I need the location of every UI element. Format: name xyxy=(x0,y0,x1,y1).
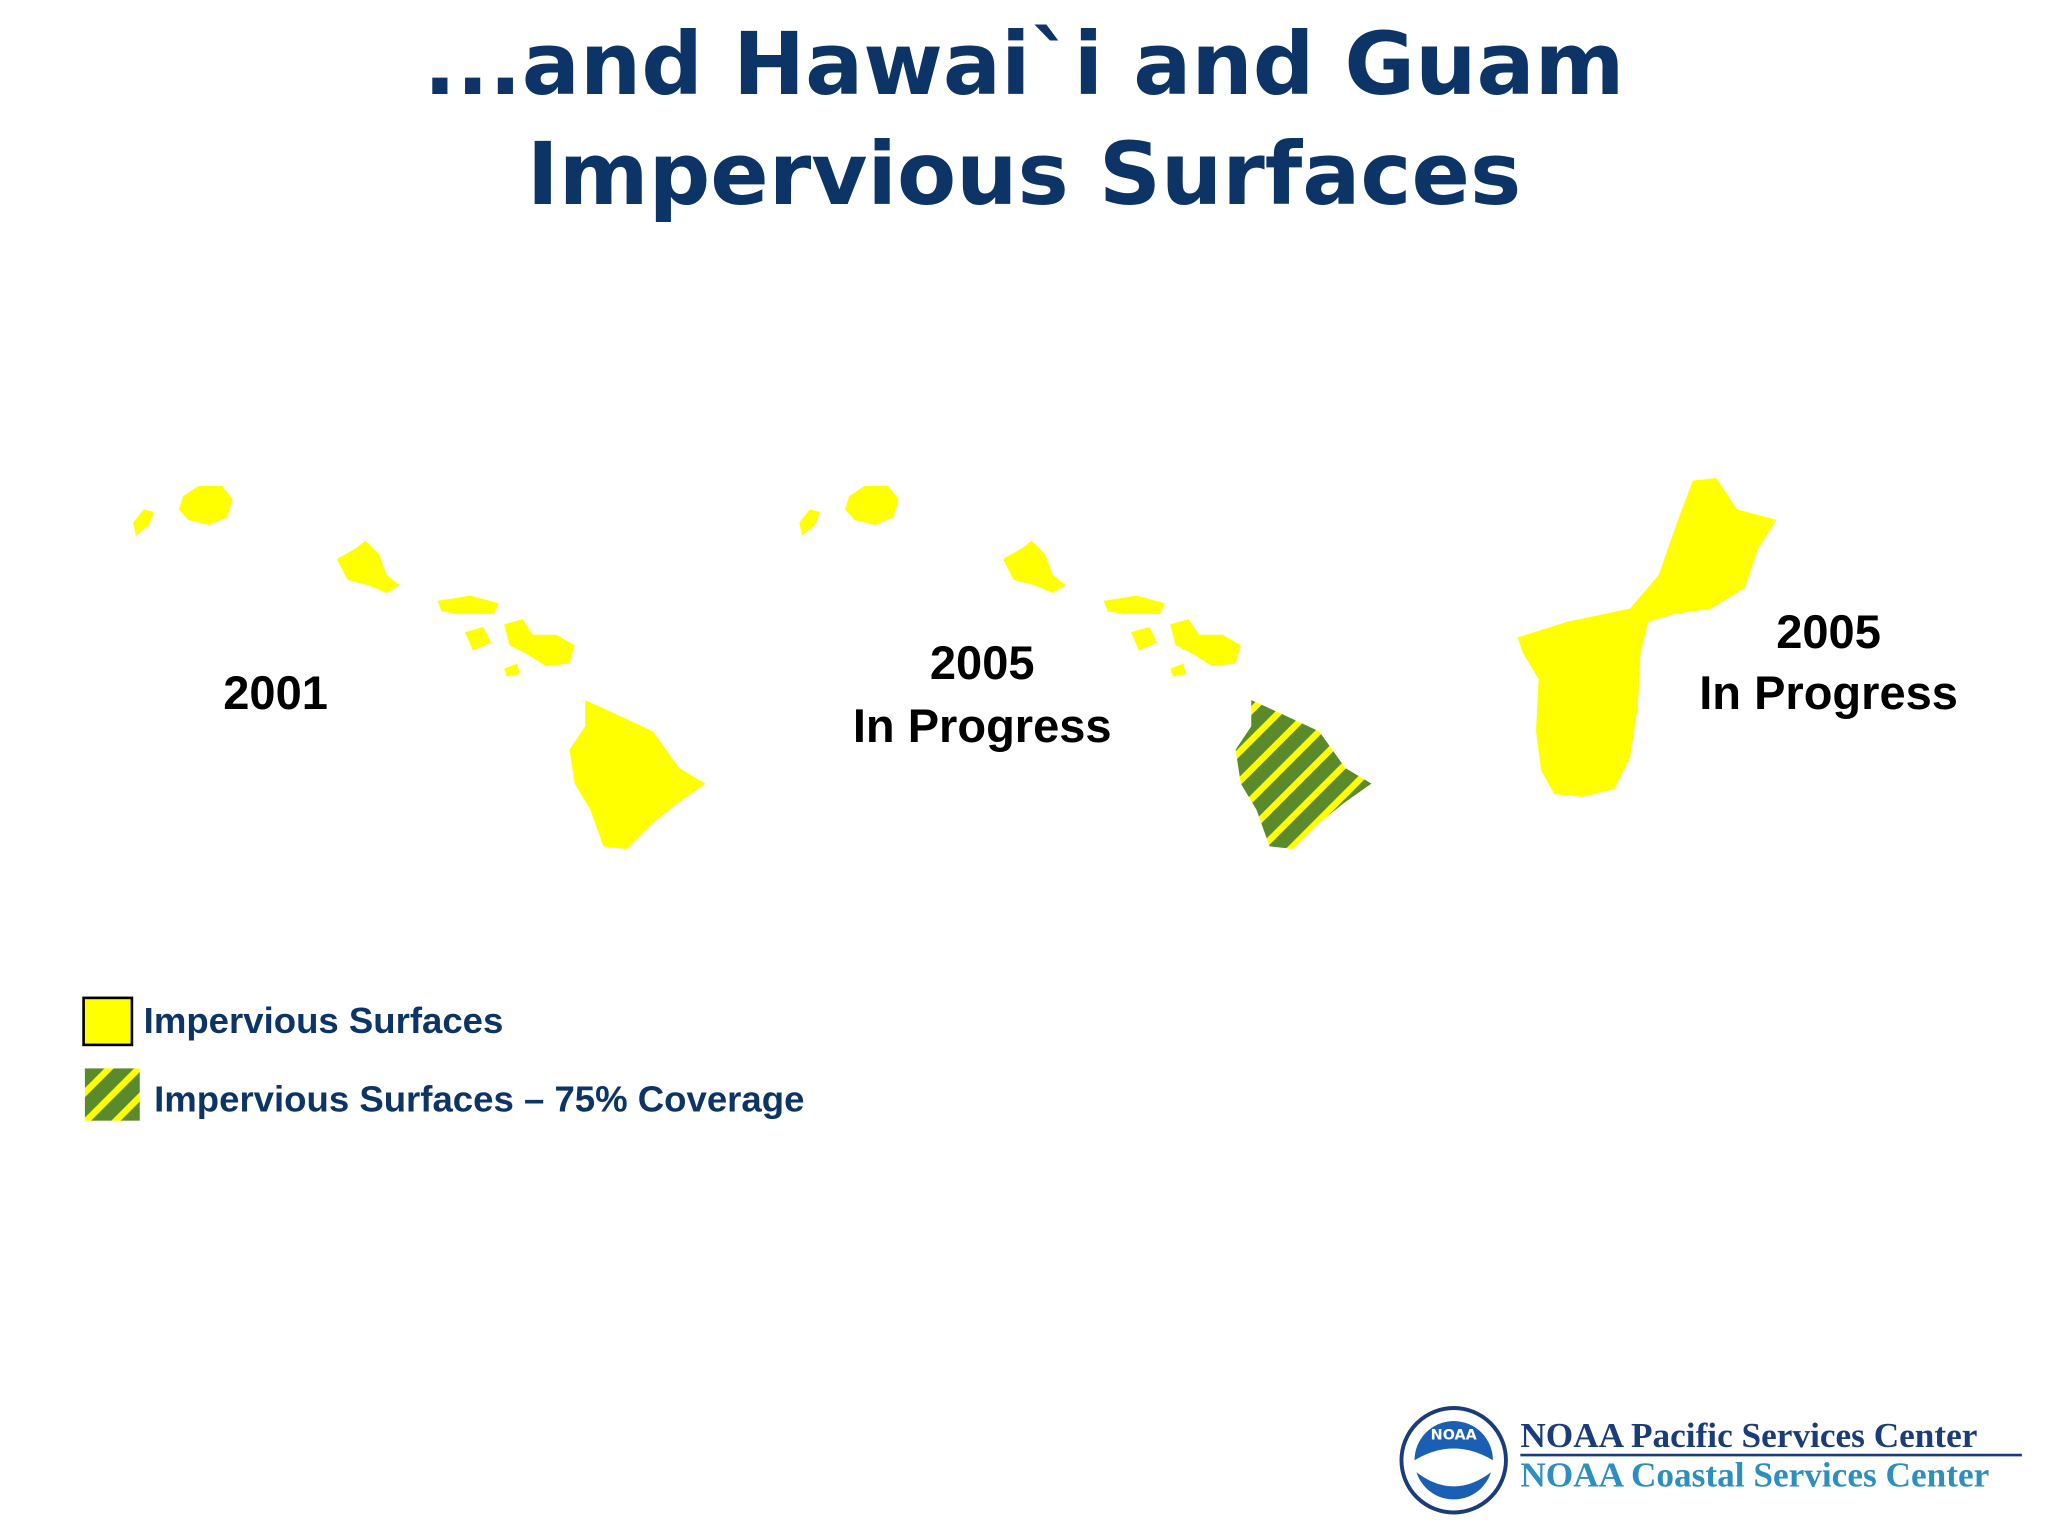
legend-label: Impervious Surfaces xyxy=(144,1000,504,1041)
guam-map xyxy=(1517,478,1777,797)
noaa-logo: NOAA xyxy=(1399,1406,1508,1515)
map-label: 2001 xyxy=(223,666,328,719)
logo-text: NOAA xyxy=(1431,1427,1478,1443)
legend-swatch xyxy=(82,996,134,1047)
legend-label: Impervious Surfaces – 75% Coverage xyxy=(154,1079,804,1120)
hawaii-map xyxy=(799,485,1372,849)
map-label: 2005 xyxy=(930,636,1035,689)
slide-title: Impervious Surfaces xyxy=(527,125,1522,225)
map-label: In Progress xyxy=(1699,666,1958,719)
footer-line: NOAA Coastal Services Center xyxy=(1520,1455,1989,1494)
map-label: In Progress xyxy=(853,699,1112,752)
hawaii-map xyxy=(133,485,706,849)
slide-title: ...and Hawai`i and Guam xyxy=(424,15,1625,115)
legend-swatch xyxy=(84,1068,140,1121)
footer-line: NOAA Pacific Services Center xyxy=(1520,1416,1977,1455)
map-label: 2005 xyxy=(1776,605,1881,658)
